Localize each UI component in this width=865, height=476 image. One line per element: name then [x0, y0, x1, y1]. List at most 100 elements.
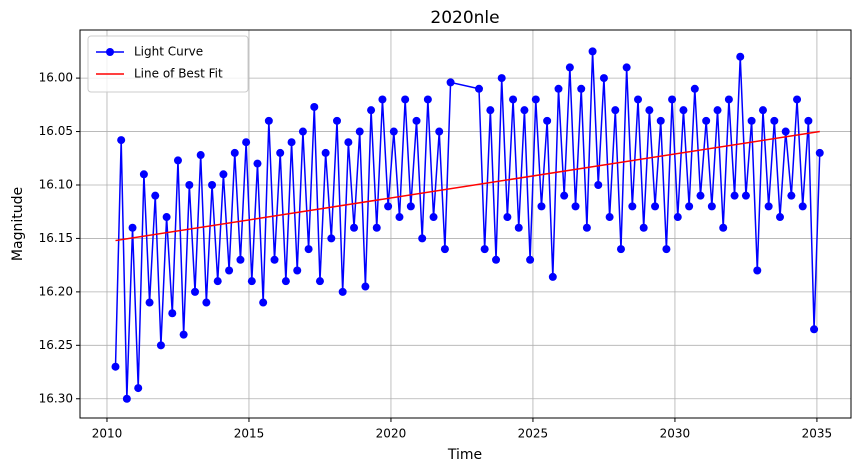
- data-point: [429, 213, 438, 222]
- data-point: [367, 106, 376, 115]
- data-point: [582, 223, 591, 232]
- data-point: [276, 148, 285, 157]
- data-point: [384, 202, 393, 211]
- data-point: [145, 298, 154, 307]
- data-point: [764, 202, 773, 211]
- data-point: [242, 138, 251, 147]
- data-point: [156, 341, 165, 350]
- data-point: [526, 255, 535, 264]
- data-point: [662, 245, 671, 254]
- data-point: [548, 272, 557, 281]
- data-point: [560, 191, 569, 200]
- data-point: [776, 213, 785, 222]
- x-tick-label: 2025: [518, 427, 549, 441]
- data-point: [151, 191, 160, 200]
- data-point: [628, 202, 637, 211]
- data-point: [440, 245, 449, 254]
- data-point: [310, 102, 319, 111]
- data-point: [730, 191, 739, 200]
- data-point: [543, 116, 552, 125]
- data-point: [418, 234, 427, 243]
- data-point: [724, 95, 733, 104]
- data-point: [162, 213, 171, 222]
- data-point: [679, 106, 688, 115]
- data-point: [531, 95, 540, 104]
- data-point: [696, 191, 705, 200]
- data-point: [208, 180, 217, 189]
- y-axis-label: Magnitude: [10, 187, 26, 261]
- data-point: [713, 106, 722, 115]
- data-point: [128, 223, 137, 232]
- data-point: [321, 148, 330, 157]
- data-point: [639, 223, 648, 232]
- data-point: [372, 223, 381, 232]
- data-point: [139, 170, 148, 179]
- chart-title: 2020nle: [430, 8, 499, 28]
- data-point: [634, 95, 643, 104]
- data-point: [804, 116, 813, 125]
- x-tick-label: 2020: [376, 427, 407, 441]
- y-tick-label: 16.05: [39, 124, 73, 138]
- data-point: [554, 84, 563, 93]
- legend-marker: [106, 48, 114, 56]
- data-point: [168, 309, 177, 318]
- data-point: [588, 47, 597, 56]
- data-point: [673, 213, 682, 222]
- data-point: [741, 191, 750, 200]
- data-point: [338, 287, 347, 296]
- data-point: [492, 255, 501, 264]
- data-point: [798, 202, 807, 211]
- y-tick-label: 16.15: [39, 231, 73, 245]
- legend-label: Light Curve: [134, 45, 203, 59]
- data-point: [616, 245, 625, 254]
- data-point: [645, 106, 654, 115]
- data-point: [770, 116, 779, 125]
- data-point: [753, 266, 762, 275]
- data-point: [815, 148, 824, 157]
- data-point: [225, 266, 234, 275]
- data-point: [423, 95, 432, 104]
- data-point: [333, 116, 341, 125]
- data-point: [446, 78, 455, 87]
- data-point: [651, 202, 660, 211]
- data-point: [344, 138, 353, 147]
- data-point: [281, 277, 290, 286]
- data-point: [412, 116, 421, 125]
- data-point: [622, 63, 631, 72]
- data-point: [435, 127, 444, 136]
- data-point: [213, 277, 222, 286]
- data-point: [406, 202, 415, 211]
- y-tick-label: 16.20: [39, 284, 73, 298]
- data-point: [668, 95, 677, 104]
- data-point: [355, 127, 364, 136]
- data-point: [253, 159, 262, 168]
- data-point: [571, 202, 580, 211]
- data-point: [264, 116, 273, 125]
- y-tick-label: 16.10: [39, 177, 73, 191]
- data-point: [270, 255, 279, 264]
- data-point: [719, 223, 728, 232]
- x-axis-label: Time: [447, 447, 482, 463]
- data-point: [599, 74, 608, 83]
- data-point: [685, 202, 694, 211]
- data-point: [134, 384, 143, 393]
- legend-label: Line of Best Fit: [134, 67, 223, 81]
- data-point: [497, 74, 506, 83]
- data-point: [117, 136, 126, 145]
- y-tick-label: 16.00: [39, 71, 73, 85]
- data-point: [202, 298, 211, 307]
- data-point: [173, 156, 182, 165]
- x-tick-label: 2035: [802, 427, 833, 441]
- data-point: [537, 202, 546, 211]
- x-tick-label: 2010: [92, 427, 123, 441]
- data-point: [758, 106, 767, 115]
- data-point: [520, 106, 529, 115]
- data-point: [577, 84, 586, 93]
- x-tick-label: 2015: [234, 427, 265, 441]
- data-point: [191, 287, 200, 296]
- data-point: [361, 282, 370, 291]
- plot-frame: [79, 29, 852, 419]
